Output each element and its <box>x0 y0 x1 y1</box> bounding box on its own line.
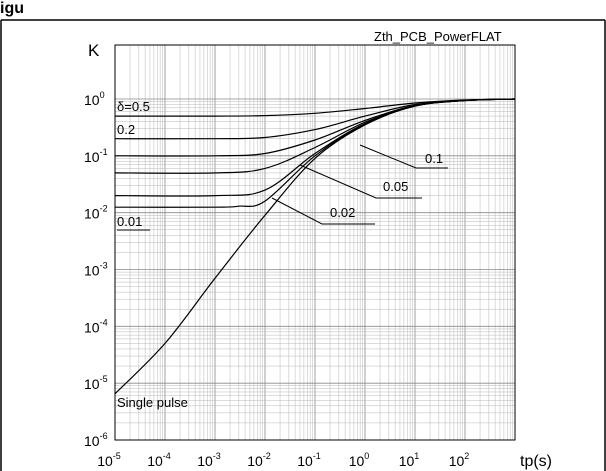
frame <box>0 19 606 471</box>
x-tick-label: 10-5 <box>97 451 121 469</box>
leader-0.05 <box>299 164 422 199</box>
x-tick-label: 10-2 <box>247 451 271 469</box>
x-axis-label: tp(s) <box>520 453 552 470</box>
series-label-0.05: 0.05 <box>383 179 408 194</box>
series-label-0.2: 0.2 <box>117 122 135 137</box>
x-tick-label: 101 <box>399 451 420 469</box>
y-axis-label: K <box>88 41 100 60</box>
x-tick-label: 10-4 <box>147 451 171 469</box>
curves <box>114 98 516 395</box>
x-tick-label: 102 <box>449 451 470 469</box>
leader-0.02 <box>271 197 375 225</box>
y-tick-label: 10-5 <box>84 374 108 392</box>
y-tick-label: 100 <box>84 90 105 108</box>
y-tick-label: 10-2 <box>84 204 108 222</box>
labels: igu Zth_PCB_PowerFLAT K 100 10-1 10-2 10-3 1… <box>0 0 552 470</box>
series-label-0.02: 0.02 <box>330 205 355 220</box>
y-tick-label: 10-3 <box>84 261 108 279</box>
x-tick-label: 10-1 <box>297 451 321 469</box>
x-tick-label: 10-3 <box>197 451 221 469</box>
figure-caption: igu <box>0 0 24 17</box>
series-label-0.01: 0.01 <box>117 214 142 229</box>
y-tick-label: 10-1 <box>84 147 108 165</box>
series-label-single-pulse: Single pulse <box>117 395 188 410</box>
plot-area-border <box>114 44 516 441</box>
series-label-0.5: δ=0.5 <box>117 99 150 114</box>
series-label-0.1: 0.1 <box>425 151 443 166</box>
x-tick-label: 100 <box>349 451 370 469</box>
series-line <box>114 98 516 395</box>
leader-0.1 <box>359 144 448 169</box>
grid <box>114 45 515 441</box>
y-tick-label: 10-4 <box>84 317 108 335</box>
y-tick-label: 10-6 <box>84 431 108 449</box>
chart-title: Zth_PCB_PowerFLAT <box>374 29 502 44</box>
